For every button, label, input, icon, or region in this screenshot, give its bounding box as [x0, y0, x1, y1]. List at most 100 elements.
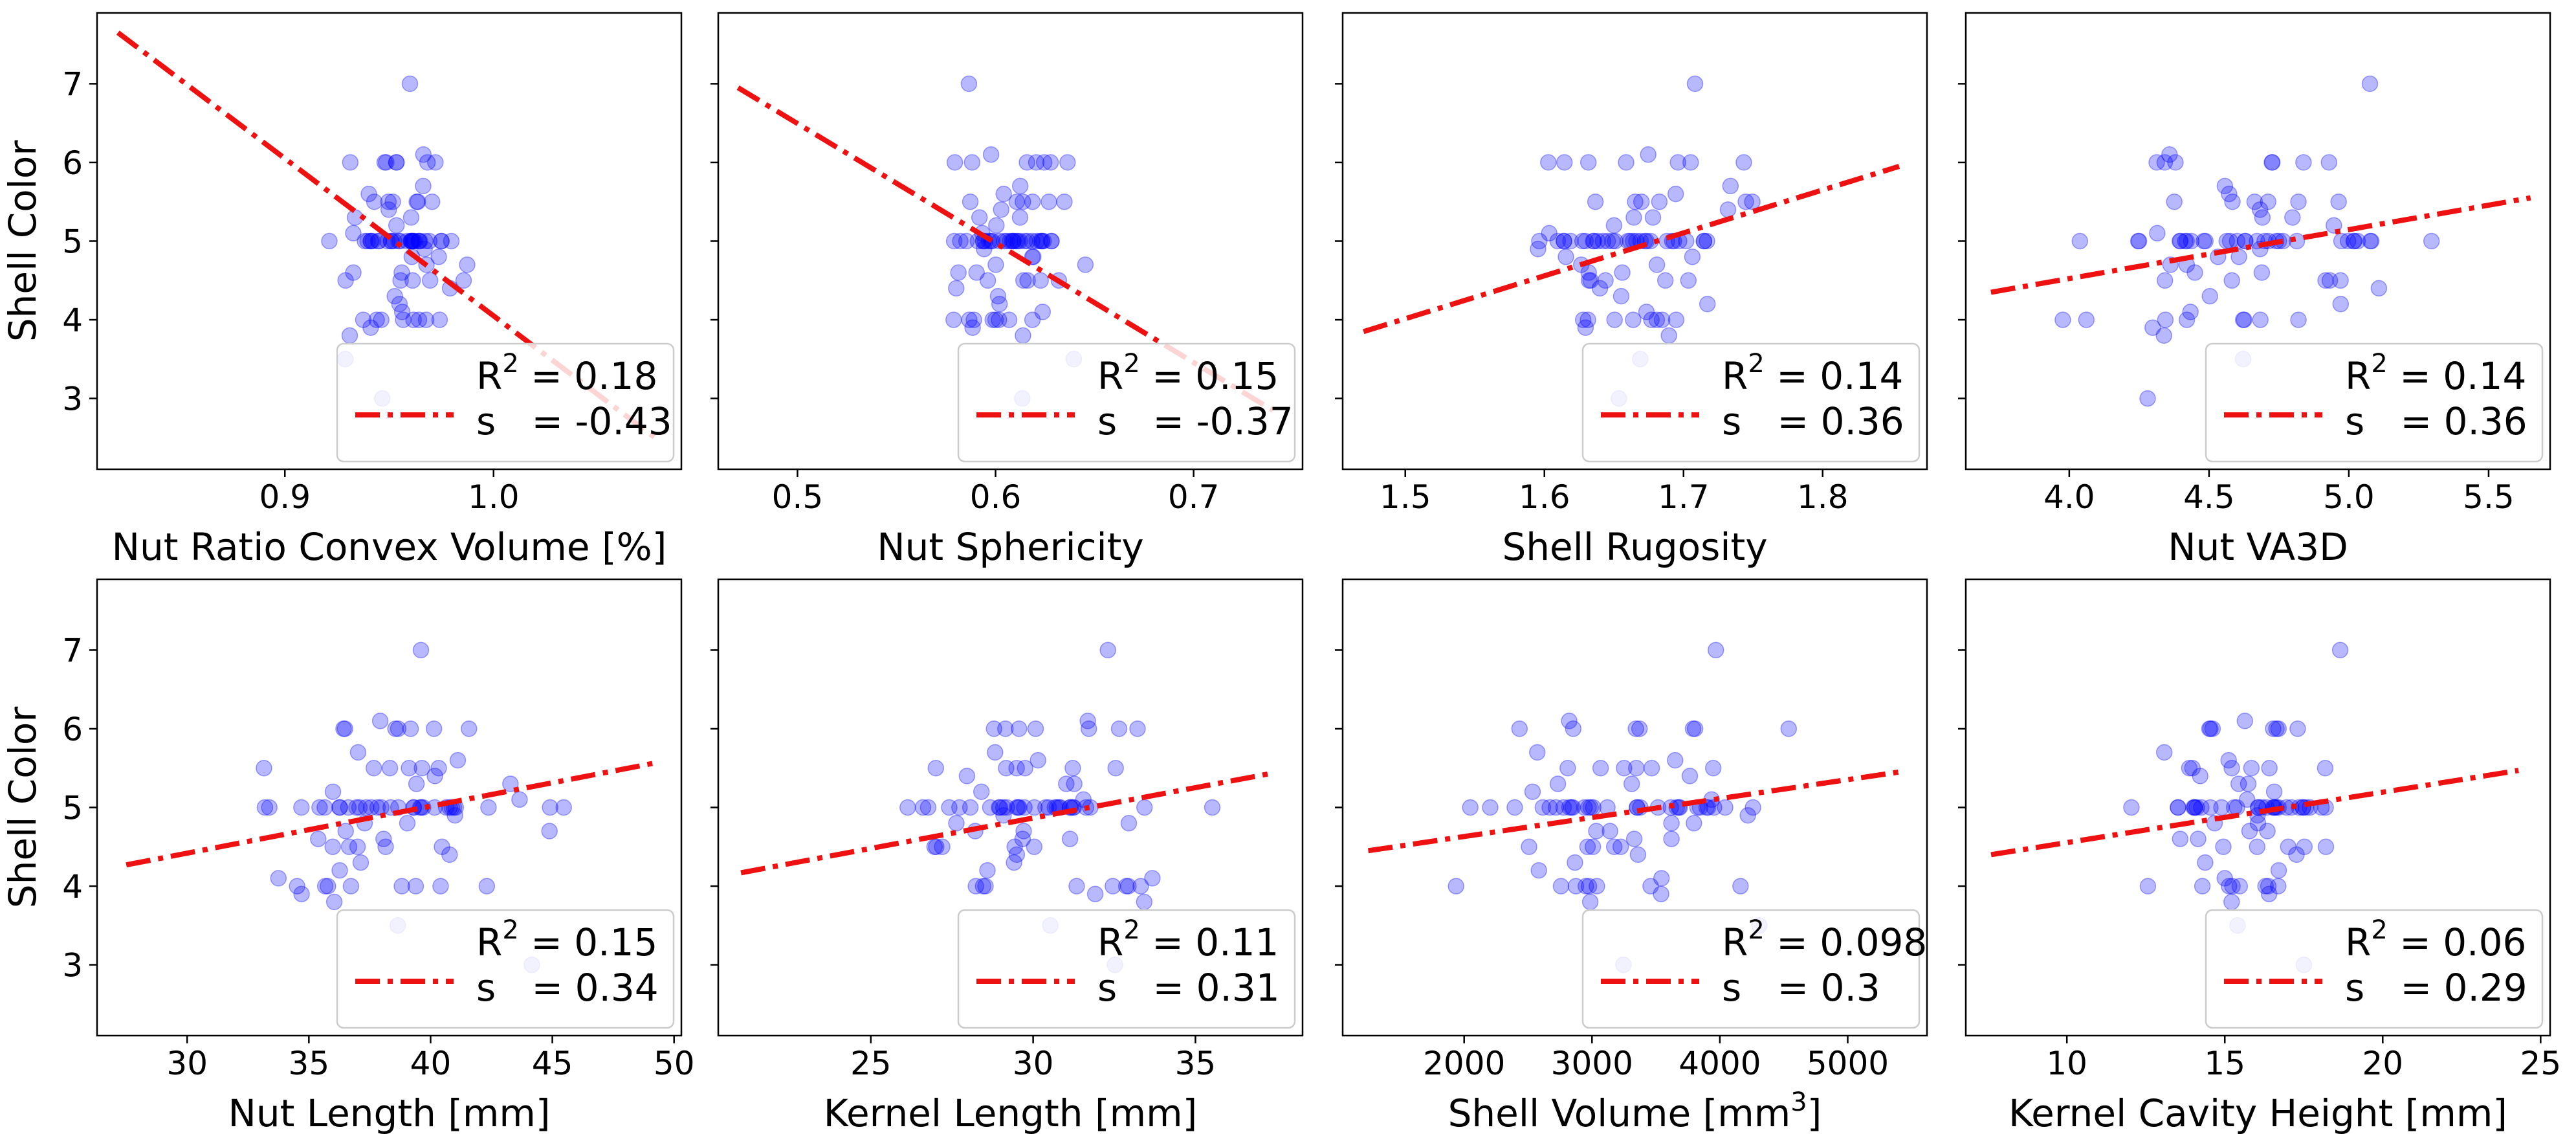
scatter-points: [945, 75, 1094, 407]
scatter-point: [365, 759, 382, 777]
scatter-point: [511, 791, 528, 808]
scatter-point: [1722, 177, 1739, 195]
scatter-point: [369, 799, 386, 816]
scatter-point: [1579, 838, 1596, 856]
scatter-point: [413, 759, 430, 777]
legend: R2 = 0.14s = 0.36: [2205, 342, 2544, 463]
scatter-point: [968, 264, 985, 281]
x-tick-label: 4000: [1679, 1045, 1761, 1082]
scatter-point: [985, 720, 1002, 737]
scatter-point: [2263, 154, 2281, 171]
scatter-point: [2166, 193, 2183, 210]
scatter-point: [446, 806, 463, 824]
scatter-point: [941, 799, 958, 816]
scatter-point: [1552, 878, 1570, 895]
scatter-point: [2295, 154, 2312, 171]
scatter-point: [950, 264, 967, 281]
legend: R2 = 0.15s = -0.37: [957, 342, 1296, 463]
x-tick-label: 20: [2362, 1045, 2403, 1082]
scatter-point: [388, 217, 405, 234]
scatter-point: [1129, 720, 1146, 737]
scatter-point: [2220, 751, 2237, 769]
scatter-point: [2370, 280, 2388, 297]
scatter-point: [359, 232, 376, 250]
legend-s-value: -0.37: [1196, 399, 1294, 443]
scatter-point: [1011, 799, 1028, 816]
legend-r2-text: R2 = 0.06: [2345, 915, 2526, 964]
scatter-point: [2221, 878, 2238, 895]
scatter-point: [1011, 177, 1029, 195]
scatter-point: [2170, 799, 2186, 816]
scatter-point: [1605, 217, 1623, 234]
scatter-point: [345, 225, 362, 242]
legend-box: [336, 342, 675, 463]
x-tick-label: 30: [166, 1045, 208, 1082]
scatter-point: [1614, 264, 1631, 281]
scatter-point: [380, 193, 397, 210]
scatter-point: [2280, 838, 2297, 856]
legend-r2-value: 0.14: [2443, 354, 2526, 398]
scatter-point: [1653, 870, 1670, 887]
scatter-point: [337, 272, 354, 289]
scatter-point: [2194, 878, 2211, 895]
scatter-point: [2186, 799, 2203, 816]
scatter-point: [2231, 878, 2249, 895]
scatter-point: [270, 870, 287, 887]
scatter-point: [1562, 232, 1579, 250]
x-tick-label: 30: [1013, 1045, 1054, 1082]
scatter-point: [1034, 304, 1051, 320]
scatter-point: [1547, 799, 1565, 816]
scatter-point: [2317, 272, 2334, 289]
scatter-point: [373, 311, 390, 328]
scatter-point: [934, 838, 951, 856]
scatter-point: [256, 759, 272, 777]
scatter-point: [349, 838, 366, 856]
scatter-point: [542, 799, 558, 816]
scatter-point: [1695, 232, 1713, 250]
legend-r2-text: R2 = 0.15: [476, 915, 657, 964]
scatter-point: [1567, 878, 1585, 895]
scatter-point: [419, 154, 436, 171]
scatter-point: [2246, 193, 2263, 210]
scatter-point: [408, 775, 425, 792]
y-axis-label: Shell Color: [1, 707, 45, 909]
scatter-point: [402, 720, 419, 737]
scatter-point: [2331, 641, 2349, 659]
scatter-point: [1540, 154, 1557, 171]
scatter-point: [2221, 185, 2238, 203]
legend-r2-text: R2 = 0.11: [1097, 915, 1279, 964]
scatter-point: [376, 154, 393, 171]
scatter-point: [371, 713, 389, 729]
scatter-point: [1024, 232, 1040, 250]
scatter-point: [358, 799, 375, 816]
scatter-point: [2161, 146, 2178, 163]
scatter-point: [412, 232, 428, 250]
scatter-point: [1663, 830, 1680, 847]
scatter-point: [2157, 311, 2174, 328]
scatter-point: [351, 799, 368, 816]
scatter-point: [340, 838, 358, 856]
scatter-point: [425, 720, 443, 737]
scatter-point: [1549, 775, 1567, 792]
legend-r2-value: 0.06: [2443, 920, 2526, 964]
scatter-point: [1000, 311, 1018, 328]
scatter-point: [1120, 815, 1138, 832]
scatter-point: [1629, 846, 1647, 863]
scatter-point: [995, 799, 1012, 816]
scatter-point: [1613, 287, 1630, 305]
scatter-point: [974, 878, 992, 895]
scatter-point: [2130, 232, 2147, 250]
scatter-point: [1625, 830, 1643, 847]
scatter-point: [324, 838, 341, 856]
scatter-point: [2253, 264, 2271, 281]
legend-s-value: 0.3: [1821, 966, 1880, 1010]
scatter-point: [1107, 759, 1124, 777]
legend-s-text: s = 0.3: [1722, 966, 1880, 1010]
scatter-point: [423, 193, 441, 210]
scatter-point: [2259, 823, 2276, 839]
x-axis-label: Kernel Length [mm]: [824, 1091, 1197, 1135]
legend-r2-value: 0.18: [574, 354, 657, 398]
scatter-point: [480, 799, 497, 816]
scatter-point: [987, 256, 1004, 273]
legend-box: [336, 909, 675, 1029]
